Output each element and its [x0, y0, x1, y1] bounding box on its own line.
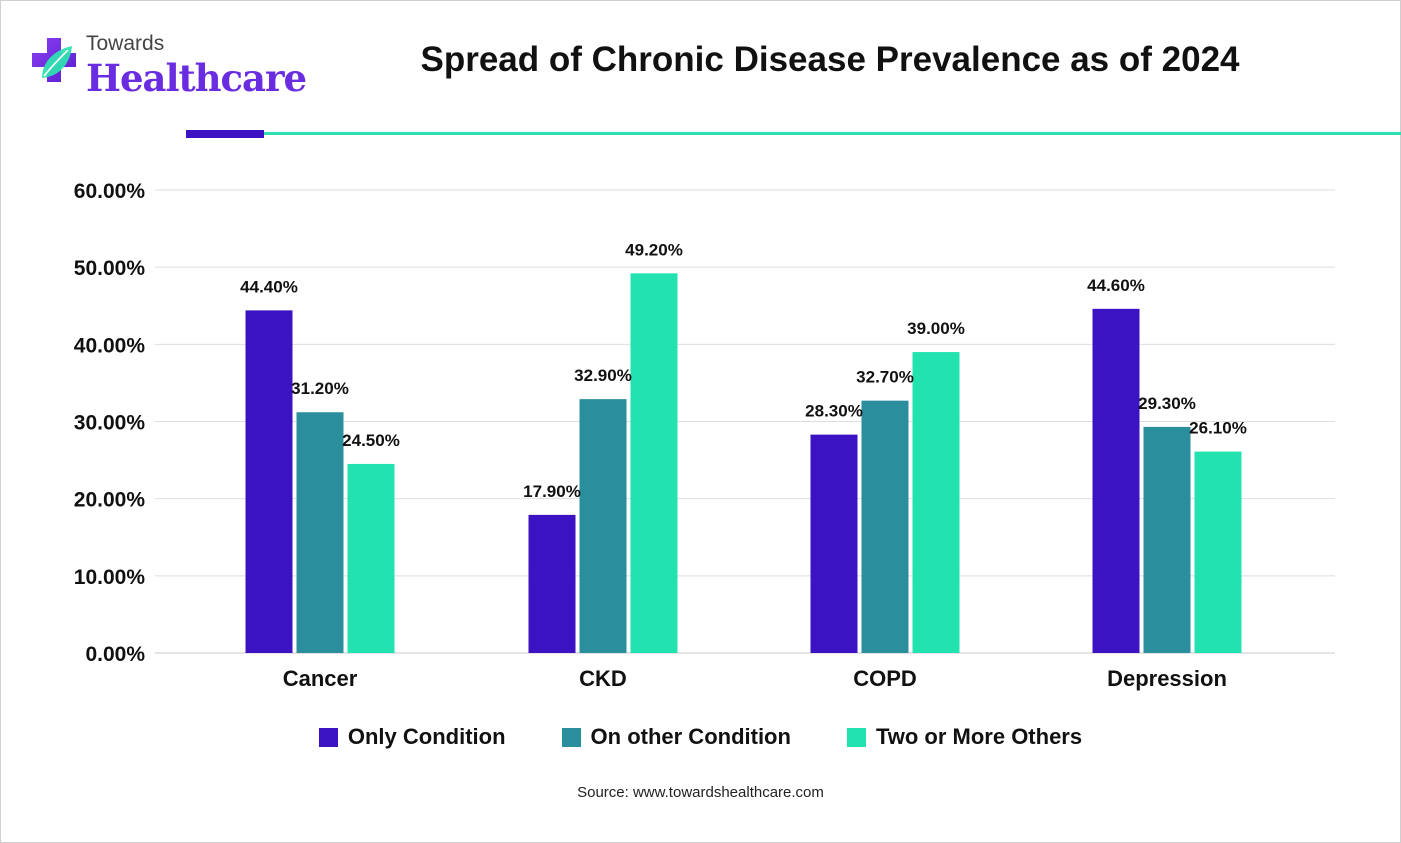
data-label: 32.70% — [856, 368, 914, 387]
legend-swatch — [846, 727, 866, 747]
y-tick-label: 60.00% — [74, 180, 146, 203]
data-label: 28.30% — [805, 402, 863, 421]
bar-copd-series-1 — [810, 434, 858, 653]
bar-copd-series-3 — [912, 352, 960, 653]
data-label: 24.50% — [342, 431, 400, 450]
bar-copd-series-2 — [861, 400, 909, 653]
medical-cross-leaf-icon — [32, 38, 76, 82]
legend-swatch — [561, 727, 581, 747]
y-axis-ticks: 0.00% 10.00% 20.00% 30.00% 40.00% 50.00% 60.00… — [74, 180, 146, 666]
x-tick-label: Cancer — [283, 666, 358, 691]
x-axis-ticks: Cancer CKD COPD Depression — [283, 666, 1227, 691]
y-tick-label: 0.00% — [85, 643, 145, 666]
bars — [245, 273, 1242, 653]
bar-depression-series-1 — [1092, 308, 1140, 653]
legend-item-series-3: Two or More Others — [846, 724, 1083, 750]
data-label: 49.20% — [625, 240, 683, 259]
x-tick-label: CKD — [579, 666, 627, 691]
brand-name-large: Healthcare — [86, 56, 307, 100]
bar-chart: 0.00% 10.00% 20.00% 30.00% 40.00% 50.00% 60.00… — [74, 180, 1335, 691]
x-tick-label: Depression — [1107, 666, 1227, 691]
brand-logo: Towards Healthcare — [28, 30, 307, 100]
data-label: 17.90% — [523, 482, 581, 501]
data-label: 44.40% — [240, 277, 298, 296]
data-label: 26.10% — [1189, 419, 1247, 438]
legend-item-series-2: On other Condition — [561, 724, 791, 750]
legend-swatch — [318, 727, 338, 747]
data-label: 29.30% — [1138, 394, 1196, 413]
bar-depression-series-2 — [1143, 426, 1191, 653]
legend-label: On other Condition — [590, 724, 791, 749]
chart-title: Spread of Chronic Disease Prevalence as … — [420, 40, 1240, 79]
y-tick-label: 30.00% — [74, 412, 146, 435]
data-label: 31.20% — [291, 379, 349, 398]
y-tick-label: 10.00% — [74, 566, 146, 589]
data-label: 32.90% — [574, 366, 632, 385]
bar-depression-series-3 — [1194, 451, 1242, 653]
bar-ckd-series-2 — [579, 399, 627, 653]
title-underline-rule — [264, 132, 1401, 135]
chart-legend: Only Condition On other Condition Two or M… — [0, 724, 1401, 750]
x-tick-label: COPD — [853, 666, 917, 691]
y-tick-label: 40.00% — [74, 334, 146, 357]
legend-label: Two or More Others — [875, 724, 1083, 749]
data-label: 44.60% — [1087, 276, 1145, 295]
bar-ckd-series-1 — [528, 514, 576, 653]
bar-cancer-series-2 — [296, 412, 344, 653]
bar-cancer-series-3 — [347, 463, 395, 653]
data-labels: 44.40% 31.20% 24.50% 17.90% 32.90% 49.20% 28.3… — [240, 240, 1247, 501]
source-note: Source: www.towardshealthcare.com — [577, 784, 824, 801]
y-tick-label: 50.00% — [74, 257, 146, 280]
y-tick-label: 20.00% — [74, 489, 146, 512]
data-label: 39.00% — [907, 319, 965, 338]
brand-name-small: Towards — [86, 32, 165, 55]
title-underline-accent — [186, 130, 264, 138]
bar-ckd-series-3 — [630, 273, 678, 653]
bar-cancer-series-1 — [245, 310, 293, 653]
legend-item-series-1: Only Condition — [318, 724, 506, 750]
legend-label: Only Condition — [347, 724, 506, 749]
